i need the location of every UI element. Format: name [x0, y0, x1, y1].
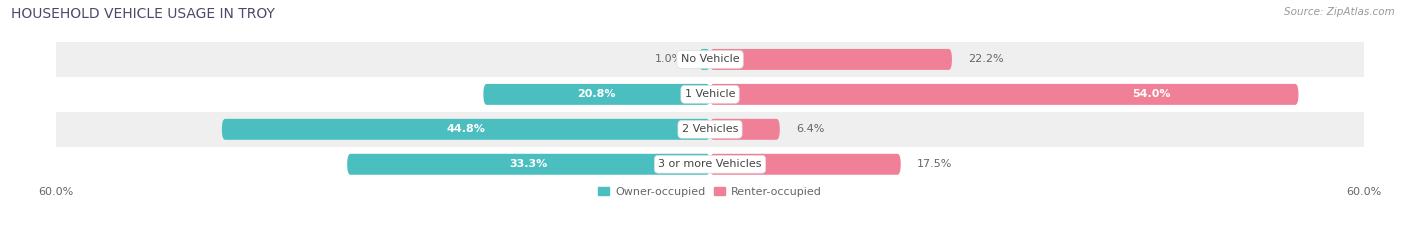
- Text: HOUSEHOLD VEHICLE USAGE IN TROY: HOUSEHOLD VEHICLE USAGE IN TROY: [11, 7, 276, 21]
- Text: 2 Vehicles: 2 Vehicles: [682, 124, 738, 134]
- Text: 20.8%: 20.8%: [578, 89, 616, 99]
- FancyBboxPatch shape: [710, 154, 901, 175]
- Text: 3 or more Vehicles: 3 or more Vehicles: [658, 159, 762, 169]
- FancyBboxPatch shape: [710, 84, 1298, 105]
- Bar: [56, 77, 1364, 112]
- Bar: [56, 147, 1364, 182]
- Text: 33.3%: 33.3%: [509, 159, 548, 169]
- Text: 1 Vehicle: 1 Vehicle: [685, 89, 735, 99]
- Text: 22.2%: 22.2%: [969, 55, 1004, 64]
- Legend: Owner-occupied, Renter-occupied: Owner-occupied, Renter-occupied: [593, 182, 827, 201]
- FancyBboxPatch shape: [222, 119, 710, 140]
- FancyBboxPatch shape: [710, 119, 780, 140]
- FancyBboxPatch shape: [699, 49, 710, 70]
- Text: 6.4%: 6.4%: [796, 124, 824, 134]
- Text: 17.5%: 17.5%: [917, 159, 952, 169]
- FancyBboxPatch shape: [710, 49, 952, 70]
- Bar: [56, 112, 1364, 147]
- Text: 44.8%: 44.8%: [447, 124, 485, 134]
- FancyBboxPatch shape: [484, 84, 710, 105]
- FancyBboxPatch shape: [347, 154, 710, 175]
- Text: No Vehicle: No Vehicle: [681, 55, 740, 64]
- Text: 1.0%: 1.0%: [655, 55, 683, 64]
- Bar: [56, 42, 1364, 77]
- Text: Source: ZipAtlas.com: Source: ZipAtlas.com: [1284, 7, 1395, 17]
- Text: 54.0%: 54.0%: [1132, 89, 1171, 99]
